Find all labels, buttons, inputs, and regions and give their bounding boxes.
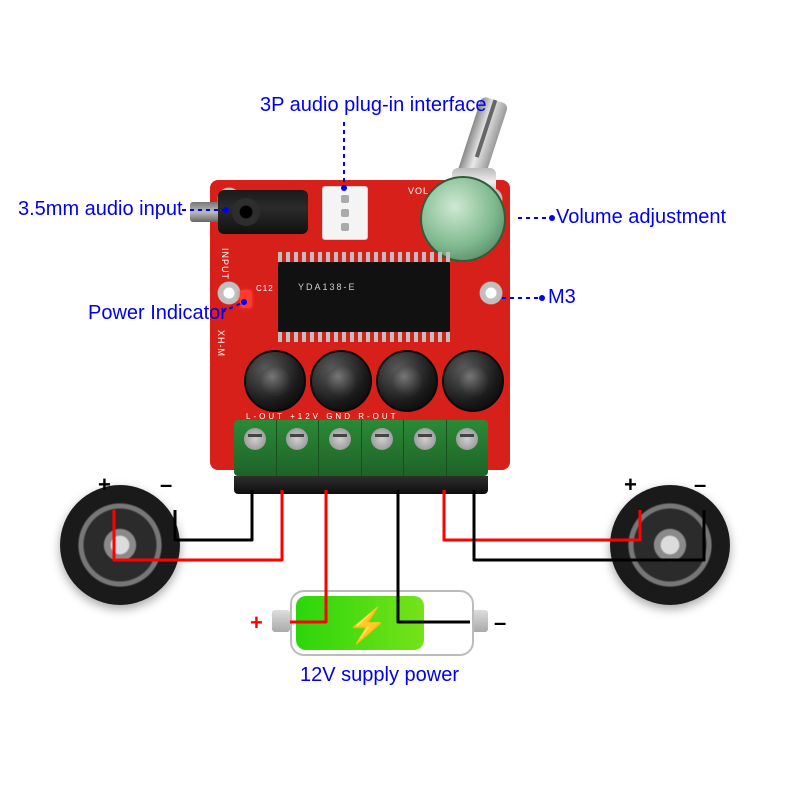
board-silk-terminals: L-OUT +12V GND R-OUT xyxy=(246,412,399,421)
label-volume: Volume adjustment xyxy=(556,206,726,229)
label-3p-interface: 3P audio plug-in interface xyxy=(260,94,486,117)
board-silk-c12: C12 xyxy=(256,284,274,293)
3p-header-icon xyxy=(322,186,368,240)
speaker-right-icon xyxy=(610,485,730,605)
chip-marking: YDA138-E xyxy=(298,282,357,292)
label-supply: 12V supply power xyxy=(300,664,459,687)
screw-terminal-base xyxy=(234,476,488,494)
speaker-left-icon xyxy=(60,485,180,605)
capacitor-icon xyxy=(442,350,504,412)
amplifier-chip-icon: YDA138-E xyxy=(278,262,450,332)
battery-terminal-pos-icon xyxy=(272,610,290,632)
volume-knob-icon xyxy=(420,176,506,262)
battery-icon: ⚡ xyxy=(290,590,474,656)
board-silk-vol: VOL xyxy=(408,186,429,196)
power-led-icon xyxy=(240,290,252,308)
screw-terminal-icon xyxy=(234,420,488,476)
label-audio-input: 3.5mm audio input xyxy=(18,198,183,221)
mounting-hole-icon xyxy=(478,280,504,306)
capacitor-icon xyxy=(376,350,438,412)
label-power-indicator: Power Indicator xyxy=(88,302,227,325)
lightning-icon: ⚡ xyxy=(346,606,388,646)
board-silk-input: INPUT xyxy=(220,248,230,280)
polarity-mark: – xyxy=(494,610,506,636)
polarity-mark: – xyxy=(694,472,706,498)
audio-jack-icon xyxy=(218,190,308,234)
polarity-mark: + xyxy=(624,472,637,498)
label-m3: M3 xyxy=(548,286,576,309)
capacitor-icon xyxy=(244,350,306,412)
polarity-mark: + xyxy=(250,610,263,636)
capacitor-icon xyxy=(310,350,372,412)
polarity-mark: – xyxy=(160,472,172,498)
polarity-mark: + xyxy=(98,472,111,498)
board-silk-brand: XH-M xyxy=(216,330,226,357)
